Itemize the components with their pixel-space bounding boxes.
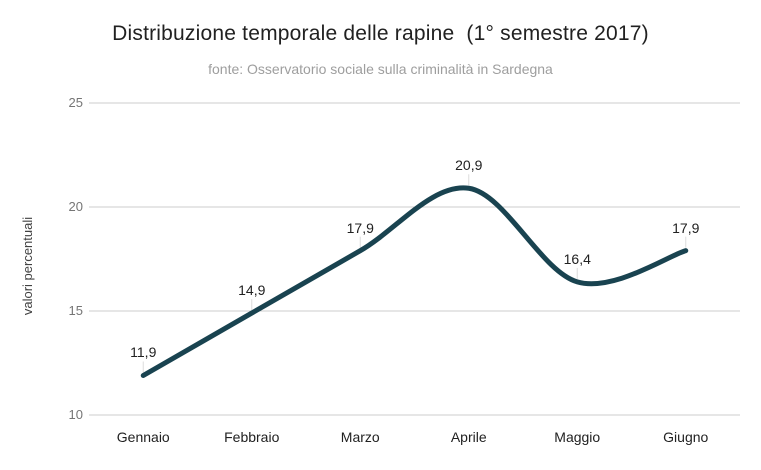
x-tick-label: Aprile: [450, 429, 487, 445]
chart-title: Distribuzione temporale delle rapine (1°…: [112, 22, 649, 45]
y-tick-label: 10: [68, 407, 83, 422]
data-label: 17,9: [672, 219, 700, 236]
y-tick-label: 20: [68, 199, 83, 214]
data-label: 11,9: [130, 344, 157, 361]
chart-subtitle: fonte: Osservatorio sociale sulla crimin…: [208, 61, 553, 77]
data-label: 14,9: [238, 282, 266, 299]
data-label: 17,9: [346, 219, 374, 236]
x-tick-label: Febbraio: [224, 429, 280, 445]
data-label: 20,9: [455, 157, 483, 174]
y-tick-label: 25: [68, 95, 83, 110]
data-label: 16,4: [563, 250, 591, 267]
series-line: [140, 185, 689, 378]
x-tick-label: Gennaio: [116, 429, 170, 445]
x-tick-label: Marzo: [340, 429, 380, 445]
x-tick-label: Giugno: [663, 429, 709, 445]
x-tick-label: Maggio: [554, 429, 601, 445]
y-tick-label: 15: [68, 303, 83, 318]
